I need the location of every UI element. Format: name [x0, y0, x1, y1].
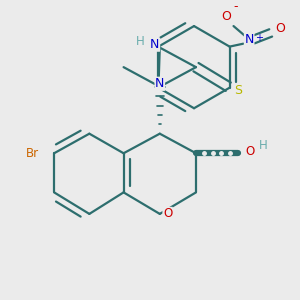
Text: N: N: [155, 77, 164, 90]
Text: O: O: [221, 10, 231, 23]
Text: O: O: [245, 145, 254, 158]
Text: -: -: [233, 0, 238, 13]
Text: S: S: [234, 84, 242, 97]
Text: O: O: [275, 22, 285, 34]
Text: Br: Br: [26, 147, 39, 160]
Text: N: N: [244, 33, 254, 46]
Text: H: H: [136, 35, 145, 48]
Text: +: +: [255, 33, 263, 43]
Text: H: H: [259, 139, 268, 152]
Text: N: N: [150, 38, 160, 51]
Text: O: O: [163, 207, 172, 220]
